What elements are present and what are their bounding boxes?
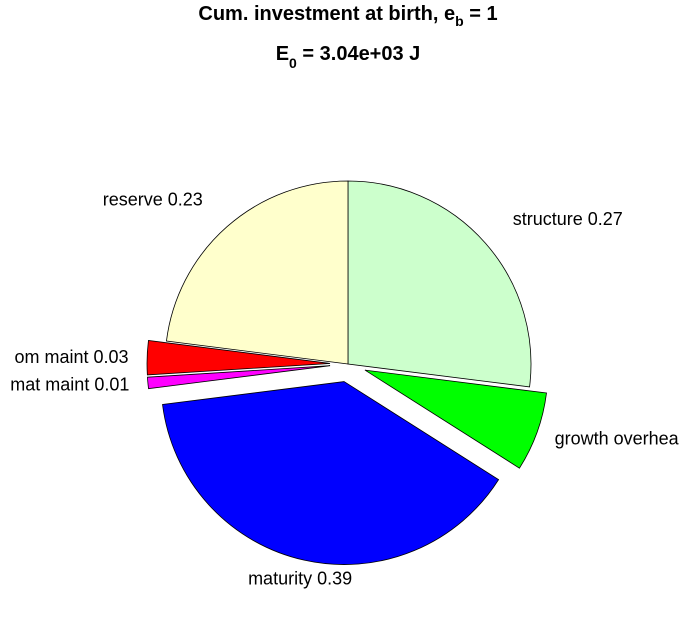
pie-slice bbox=[165, 180, 349, 365]
slice-label: structure 0.27 bbox=[513, 209, 623, 229]
title-main: Cum. investment at birth, e bbox=[198, 3, 455, 25]
subtitle-rest: = 3.04e+03 J bbox=[297, 43, 420, 65]
title-rest: = 1 bbox=[464, 3, 498, 25]
slice-label: reserve 0.23 bbox=[103, 189, 203, 209]
slice-label: om maint 0.03 bbox=[14, 347, 128, 367]
slice-label: growth overhea bbox=[555, 428, 680, 448]
chart-subtitle: E0 = 3.04e+03 J bbox=[276, 43, 421, 71]
chart-title: Cum. investment at birth, eb = 1 bbox=[198, 3, 497, 29]
subtitle-sub: 0 bbox=[289, 55, 297, 71]
slice-label: maturity 0.39 bbox=[248, 568, 352, 588]
subtitle-main: E bbox=[276, 43, 289, 65]
slice-label: mat maint 0.01 bbox=[10, 375, 129, 395]
pie-slice bbox=[162, 381, 500, 565]
pie-slice bbox=[364, 369, 547, 469]
title-sub: b bbox=[455, 13, 464, 29]
pie-slice bbox=[146, 340, 331, 376]
pie-slice bbox=[147, 365, 331, 390]
pie-slice bbox=[347, 180, 532, 388]
